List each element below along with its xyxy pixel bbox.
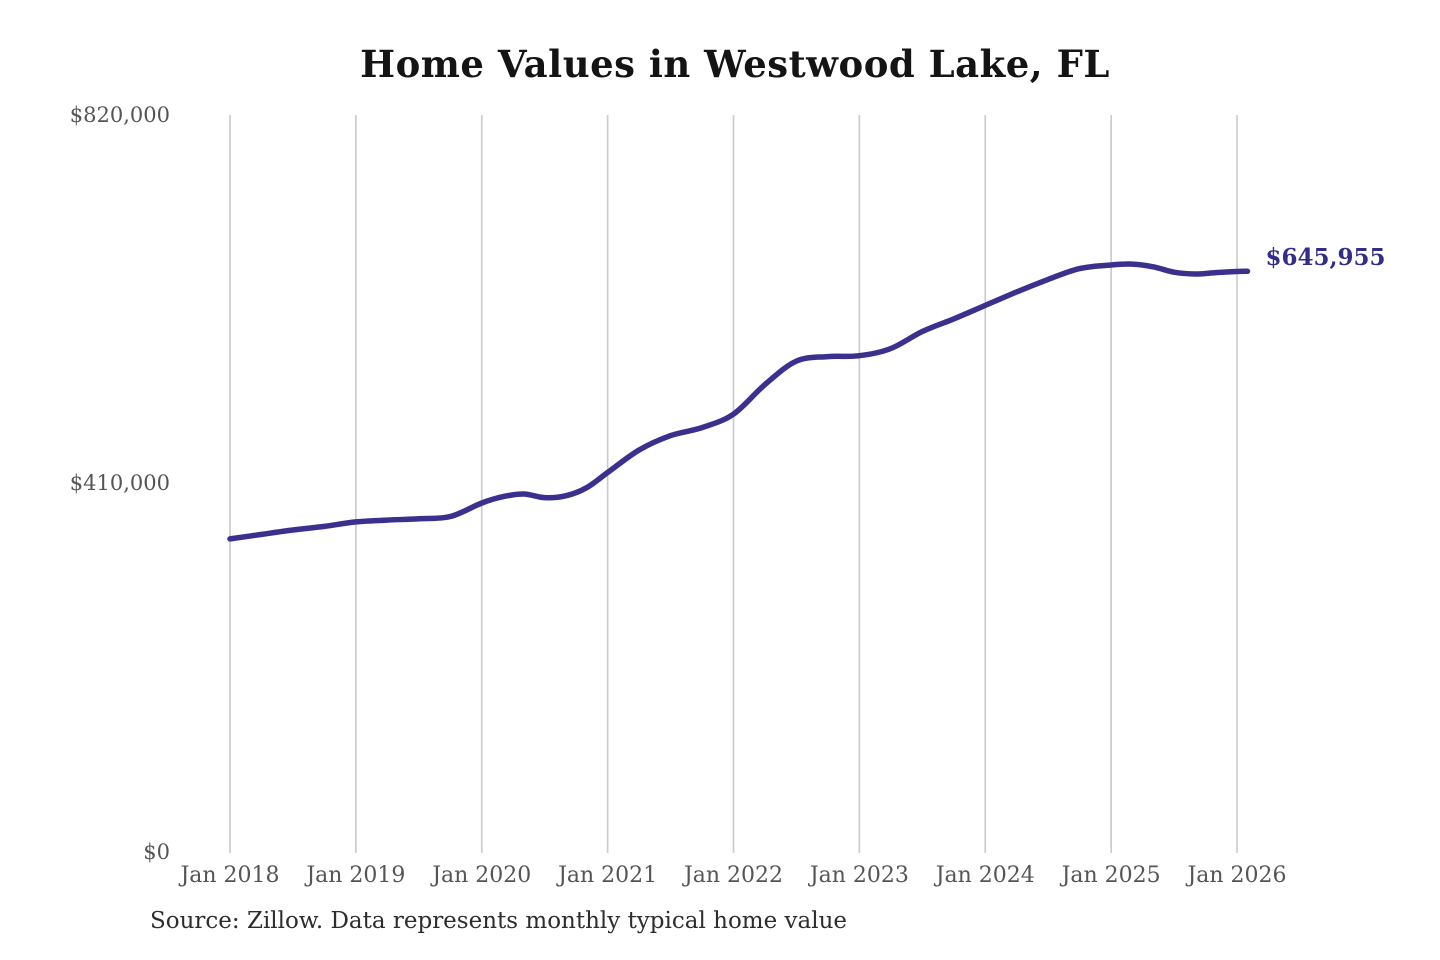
x-axis-tick-label: Jan 2026 [1187, 863, 1287, 888]
chart-title: Home Values in Westwood Lake, FL [360, 42, 1110, 86]
x-axis-tick-label: Jan 2018 [180, 863, 280, 888]
x-axis-tick-label: Jan 2025 [1061, 863, 1161, 888]
x-axis-tick-label: Jan 2022 [683, 863, 784, 888]
home-value-line-series [227, 261, 1251, 542]
last-value-label: $645,955 [1265, 244, 1386, 272]
y-axis-tick-label: $820,000 [69, 103, 170, 127]
source-note: Source: Zillow. Data represents monthly … [150, 908, 848, 934]
x-axis-tick-label: Jan 2023 [809, 863, 909, 888]
y-axis-tick-label: $0 [143, 839, 170, 864]
x-axis-tick-label: Jan 2020 [432, 863, 532, 888]
x-axis-tick-label: Jan 2019 [306, 863, 406, 888]
x-axis-tick-label: Jan 2021 [558, 863, 658, 888]
x-axis-tick-label: Jan 2024 [935, 863, 1035, 888]
y-axis-tick-label: $410,000 [69, 471, 170, 496]
y-axis: $820,000 $410,000 $0 [40, 0, 170, 960]
